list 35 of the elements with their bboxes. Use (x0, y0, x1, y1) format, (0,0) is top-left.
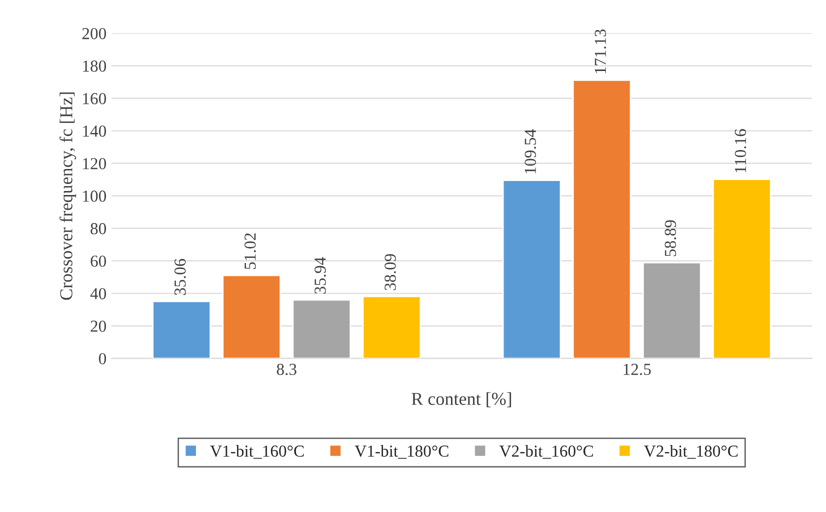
x-axis-title: R content [%] (412, 392, 512, 408)
y-tick-label: 40 (90, 288, 106, 300)
legend-label: V1-bit_160°C (210, 445, 304, 459)
y-tick-label: 140 (83, 126, 106, 137)
y-tick-label: 60 (90, 256, 106, 267)
legend-label: V2-bit_160°C (499, 445, 593, 459)
data-label: 51.02 (244, 233, 256, 269)
bar (572, 80, 632, 358)
legend-label: V2-bit_180°C (644, 445, 738, 459)
data-label: 110.16 (734, 129, 746, 172)
bar (152, 300, 211, 358)
y-tick-label: 0 (98, 353, 106, 364)
data-label: 171.13 (594, 29, 606, 74)
y-tick-label: 200 (82, 28, 106, 40)
y-tick-label: 20 (90, 320, 106, 332)
data-label: 35.06 (174, 258, 186, 296)
bar (362, 296, 422, 358)
y-tick-label: 160 (83, 93, 106, 104)
bar (292, 299, 352, 358)
y-tick-label: 120 (83, 158, 106, 170)
y-axis-title: Crossover frequency, fc [Hz] (59, 92, 76, 300)
data-label: 109.54 (524, 129, 536, 174)
legend-label: V1-bit_180°C (354, 445, 448, 459)
y-tick-label: 180 (83, 60, 106, 72)
bar (712, 178, 772, 358)
bar (502, 180, 562, 358)
x-tick-label: 8.3 (276, 364, 296, 376)
data-label: 38.09 (384, 254, 396, 290)
x-tick-label: 12.5 (624, 364, 651, 376)
y-tick-label: 80 (90, 223, 106, 234)
bar (222, 274, 282, 358)
data-label: 35.94 (314, 257, 326, 294)
data-label: 58.89 (664, 220, 676, 256)
y-tick-label: 100 (83, 190, 106, 202)
bar (642, 262, 702, 358)
